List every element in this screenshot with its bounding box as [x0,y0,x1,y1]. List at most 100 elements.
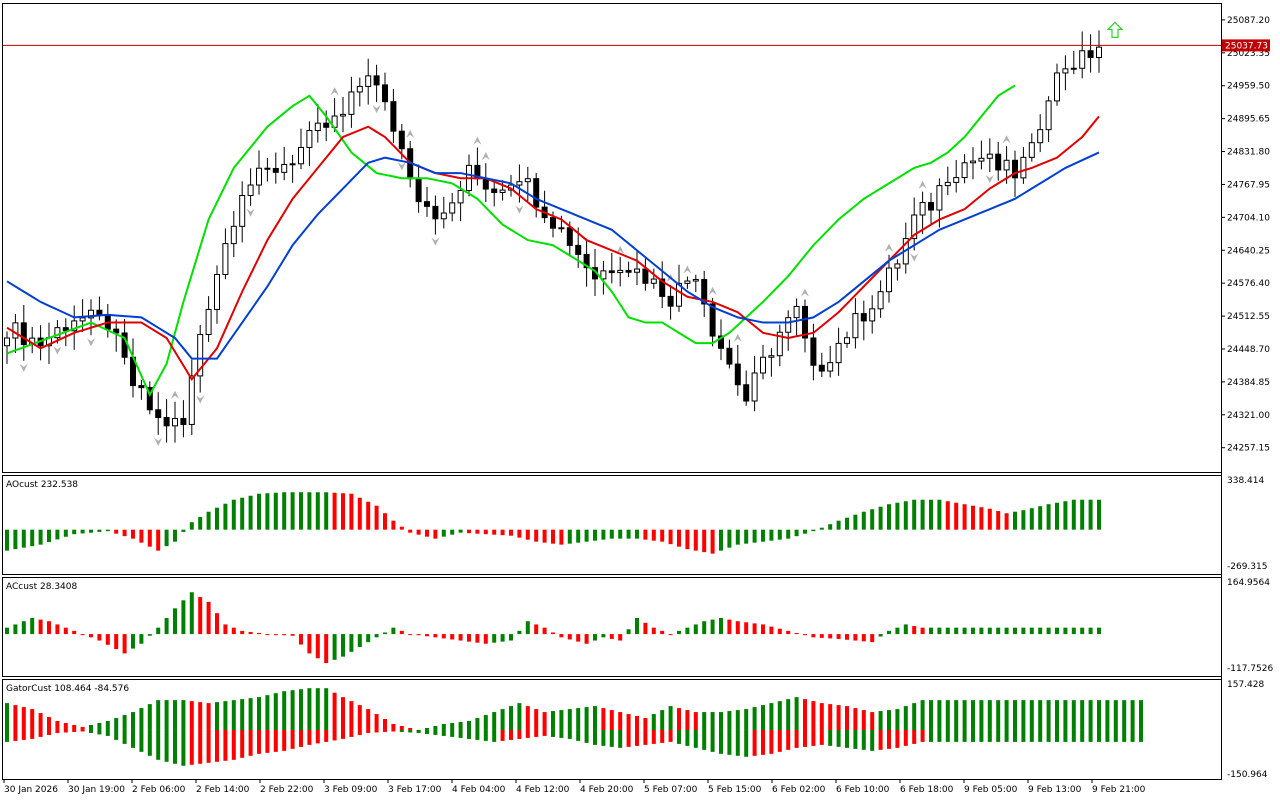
fractal-up-icon [683,265,692,274]
candle-body [701,278,708,305]
histogram-bar [643,622,648,635]
histogram-bar [223,503,228,530]
candle [390,89,397,143]
fractal-down-icon [985,175,994,184]
fractal-down-icon [154,437,163,446]
candle-body [180,418,187,425]
histogram-bar [584,529,589,542]
gator-lower-bar [97,729,102,735]
histogram-bar [500,529,505,536]
candle [474,147,481,186]
histogram-bar [458,634,463,641]
histogram-bar [853,514,858,530]
histogram-bar [811,529,816,532]
histogram-bar [1097,627,1101,635]
gator-lower-bar [828,729,833,746]
gator-lower-bar [198,729,203,764]
candle-body [457,190,464,204]
histogram-bar [307,492,312,530]
histogram-bar [223,624,228,635]
gator-upper-bar [399,725,404,730]
gator-lower-bar [735,729,740,756]
histogram-bar [383,632,387,635]
gator-lower-bar [929,729,933,742]
gator-lower-bar [719,729,723,754]
gator-lower-bar [156,729,161,760]
gator-lower-bar [38,729,43,737]
pane-frame-0 [2,3,1222,473]
gator-upper-bar [727,711,732,730]
gator-lower-bar [122,729,127,744]
histogram-bar [559,634,564,638]
candle-body [247,184,254,197]
candle [1062,55,1069,91]
gator-lower-bar [912,729,917,744]
histogram-bar [845,517,849,530]
histogram-bar [408,634,413,636]
candle-body [239,195,246,227]
time-tick-label: 3 Feb 09:00 [324,785,378,795]
candle [701,270,708,317]
candle [382,72,388,111]
candle-body [911,214,918,240]
gator-upper-bar [1004,700,1009,730]
gator-lower-bar [744,729,749,757]
histogram-bar [693,529,698,551]
histogram-bar [290,634,295,636]
gator-lower-bar [710,729,715,752]
gator-lower-bar [441,729,446,736]
histogram-bar [626,529,631,539]
histogram-bar [13,529,18,550]
histogram-bar [89,634,93,638]
histogram-bar [206,601,211,635]
gator-upper-bar [265,695,270,730]
candle [373,64,380,103]
candle-body [718,335,724,349]
candle-body [20,322,27,346]
gator-lower-bar [206,729,211,763]
histogram-bar [777,628,782,635]
gator-lower-bar [567,729,572,739]
gator-lower-bar [248,729,253,756]
gator-lower-bar [996,729,1001,742]
histogram-bar [929,627,933,635]
gator-lower-bar [223,729,228,761]
gator-lower-bar [332,729,337,741]
gator-lower-bar [534,729,539,737]
histogram-bar [315,492,320,530]
candle-body [793,305,800,319]
candle-body [1096,46,1102,58]
histogram-bar [769,529,774,541]
gator-lower-bar [794,729,799,748]
candle-body [869,308,876,322]
candle-body [860,313,867,322]
gator-lower-bar [870,729,875,751]
gator-lower-bar [1139,729,1143,742]
histogram-bar [450,529,455,535]
gator-upper-bar [1130,700,1135,730]
gator-lower-bar [903,729,908,746]
candle [776,324,783,367]
histogram-bar [920,499,925,530]
candle-body [440,212,447,220]
candle [953,159,960,193]
fractal-down-icon [372,105,381,114]
histogram-bar [173,529,177,542]
candle-body [894,263,901,269]
candle [785,310,792,351]
candle [676,264,682,312]
gator-upper-bar [383,719,387,730]
gator-lower-bar [13,729,18,741]
histogram-bar [307,634,312,654]
candle-body [550,217,556,229]
histogram-bar [374,505,379,530]
gator-upper-bar [962,700,967,730]
gator-upper-bar [425,727,429,730]
gator-lower-bar [21,729,26,740]
histogram-bar [525,529,530,540]
histogram-bar [189,522,194,530]
gator-upper-bar [929,700,933,730]
gator-upper-bar [551,711,555,730]
